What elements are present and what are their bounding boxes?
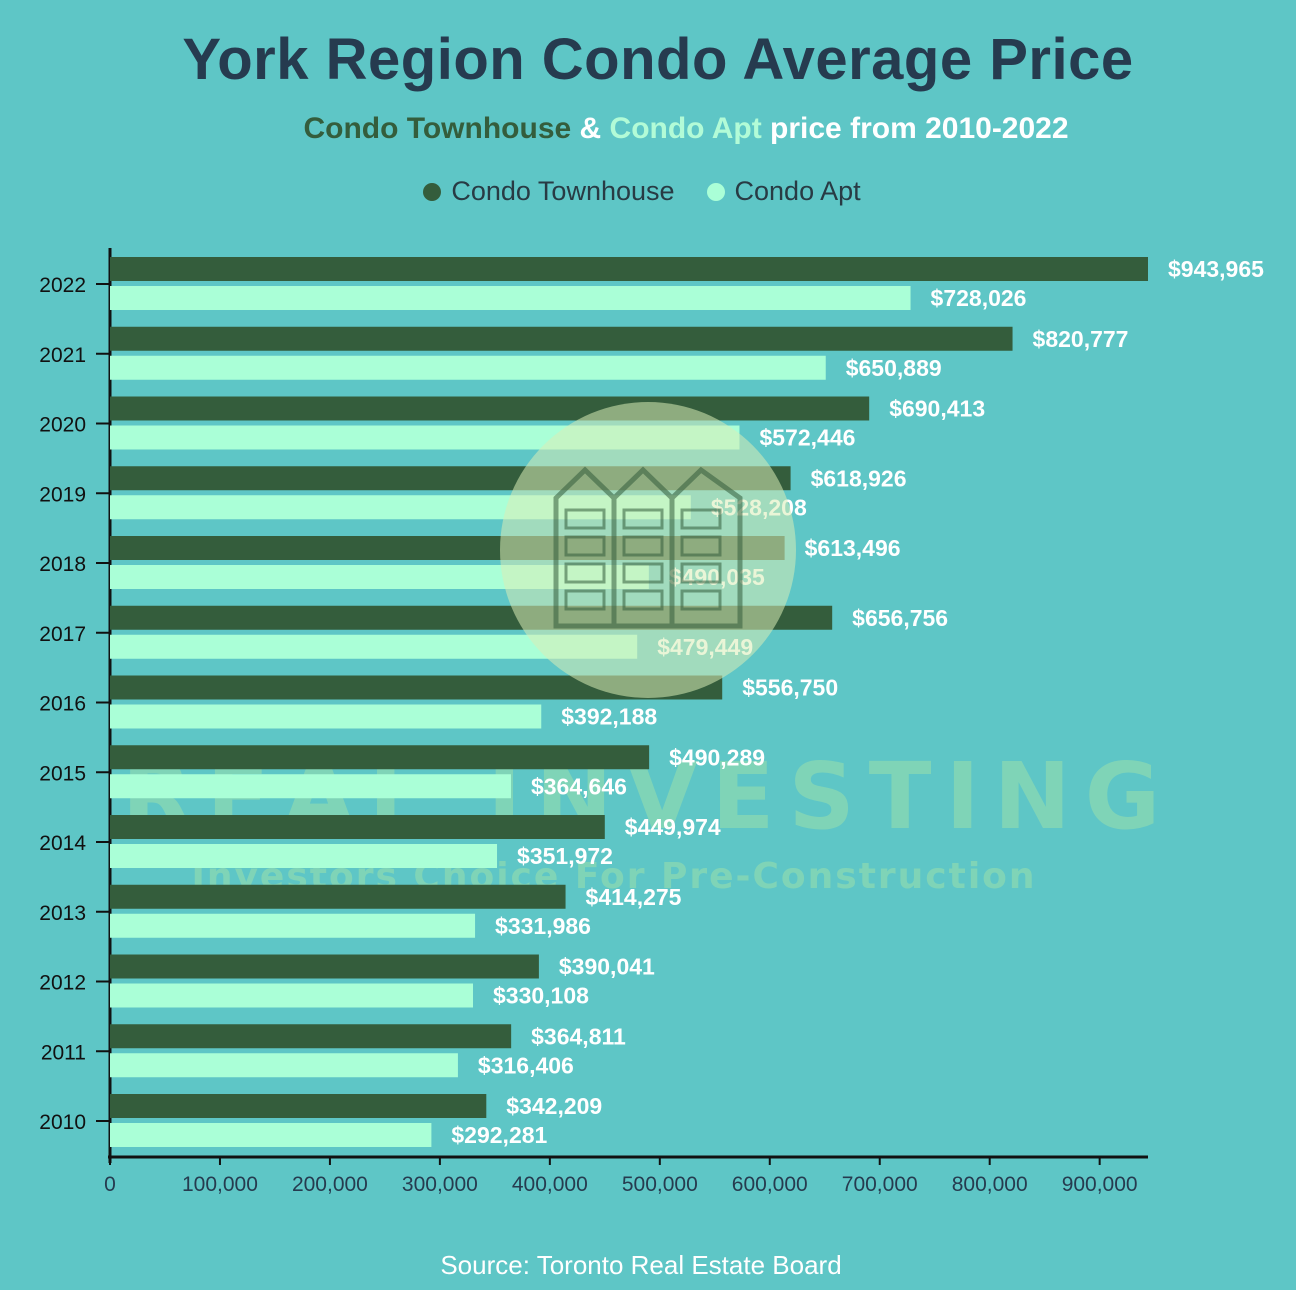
bar-townhouse <box>110 1024 512 1049</box>
subtitle-range: price from 2010-2022 <box>761 112 1069 145</box>
data-label-townhouse: $414,275 <box>586 884 682 910</box>
x-tick-label: 500,000 <box>622 1173 698 1196</box>
data-label-townhouse: $690,413 <box>889 396 985 422</box>
legend-dot-apt <box>706 182 725 201</box>
subtitle-ampersand: & <box>571 112 610 145</box>
building-icon <box>553 466 743 629</box>
x-tick-label: 700,000 <box>842 1173 918 1196</box>
x-tick-label: 100,000 <box>182 1173 258 1196</box>
data-label-apt: $650,889 <box>846 355 942 381</box>
data-label-townhouse: $943,965 <box>1168 256 1264 282</box>
data-label-townhouse: $820,777 <box>1033 326 1129 352</box>
bar-apt <box>110 1053 458 1078</box>
y-tick-label: 2016 <box>39 693 86 716</box>
bar-townhouse <box>110 954 539 979</box>
data-label-townhouse: $364,811 <box>531 1023 626 1049</box>
bar-townhouse <box>110 884 566 909</box>
bar-apt <box>110 1123 432 1147</box>
legend-item-apt: Condo Apt <box>706 176 861 207</box>
data-label-apt: $572,446 <box>759 425 855 451</box>
x-tick-label: 300,000 <box>402 1173 478 1196</box>
bar-apt <box>110 774 511 799</box>
y-tick-label: 2014 <box>39 832 86 855</box>
legend-label-apt: Condo Apt <box>734 176 861 206</box>
watermark-circle <box>500 402 796 698</box>
bar-townhouse <box>110 745 650 770</box>
bar-townhouse <box>110 815 605 839</box>
y-tick-label: 2010 <box>39 1111 86 1134</box>
data-label-townhouse: $618,926 <box>811 465 907 491</box>
data-label-apt: $728,026 <box>931 285 1027 311</box>
chart-subtitle: Condo Townhouse & Condo Apt price from 2… <box>0 112 1296 146</box>
y-tick-label: 2013 <box>39 902 86 925</box>
y-tick-label: 2020 <box>39 414 86 437</box>
legend-item-townhouse: Condo Townhouse <box>423 176 675 207</box>
y-tick-label: 2012 <box>39 972 86 995</box>
y-tick-label: 2015 <box>39 762 86 785</box>
chart-title: York Region Condo Average Price <box>182 27 1134 92</box>
bar-apt <box>110 286 911 310</box>
data-label-townhouse: $449,974 <box>625 814 721 840</box>
data-label-townhouse: $656,756 <box>852 605 948 631</box>
x-tick-label: 400,000 <box>512 1173 588 1196</box>
data-label-apt: $392,188 <box>561 704 657 730</box>
subtitle-apt: Condo Apt <box>609 112 762 145</box>
bar-apt <box>110 913 476 938</box>
subtitle-townhouse: Condo Townhouse <box>303 112 572 145</box>
data-label-apt: $292,281 <box>451 1122 547 1148</box>
source-note: Source: Toronto Real Estate Board <box>440 1250 842 1280</box>
bar-townhouse <box>110 326 1013 351</box>
legend-label-townhouse: Condo Townhouse <box>451 176 675 206</box>
data-label-townhouse: $390,041 <box>559 954 655 980</box>
x-tick-label: 600,000 <box>732 1173 808 1196</box>
x-tick-label: 0 <box>104 1173 116 1196</box>
data-label-townhouse: $342,209 <box>506 1093 602 1119</box>
data-label-apt: $316,406 <box>478 1052 574 1078</box>
x-tick-label: 800,000 <box>952 1173 1028 1196</box>
bar-apt <box>110 844 498 868</box>
bar-townhouse <box>110 1094 487 1118</box>
data-label-apt: $351,972 <box>517 843 613 869</box>
bar-townhouse <box>110 396 870 421</box>
bar-apt <box>110 355 826 380</box>
y-tick-label: 2019 <box>39 483 86 506</box>
bar-townhouse <box>110 257 1148 281</box>
y-tick-label: 2018 <box>39 553 86 576</box>
y-tick-label: 2021 <box>39 344 86 367</box>
y-tick-label: 2017 <box>39 623 86 646</box>
data-label-townhouse: $613,496 <box>805 535 901 561</box>
data-label-apt: $331,986 <box>495 913 591 939</box>
y-tick-label: 2011 <box>41 1041 86 1064</box>
chart-legend: Condo Townhouse Condo Apt <box>0 176 1284 207</box>
x-tick-label: 900,000 <box>1062 1173 1138 1196</box>
data-label-townhouse: $556,750 <box>742 675 838 701</box>
y-tick-label: 2022 <box>39 274 86 297</box>
data-label-townhouse: $490,289 <box>669 744 765 770</box>
data-label-apt: $364,646 <box>531 773 627 799</box>
x-tick-label: 200,000 <box>292 1173 368 1196</box>
bar-apt <box>110 983 473 1008</box>
bar-apt <box>110 704 542 729</box>
legend-dot-townhouse <box>423 182 442 201</box>
data-label-apt: $330,108 <box>493 983 589 1009</box>
